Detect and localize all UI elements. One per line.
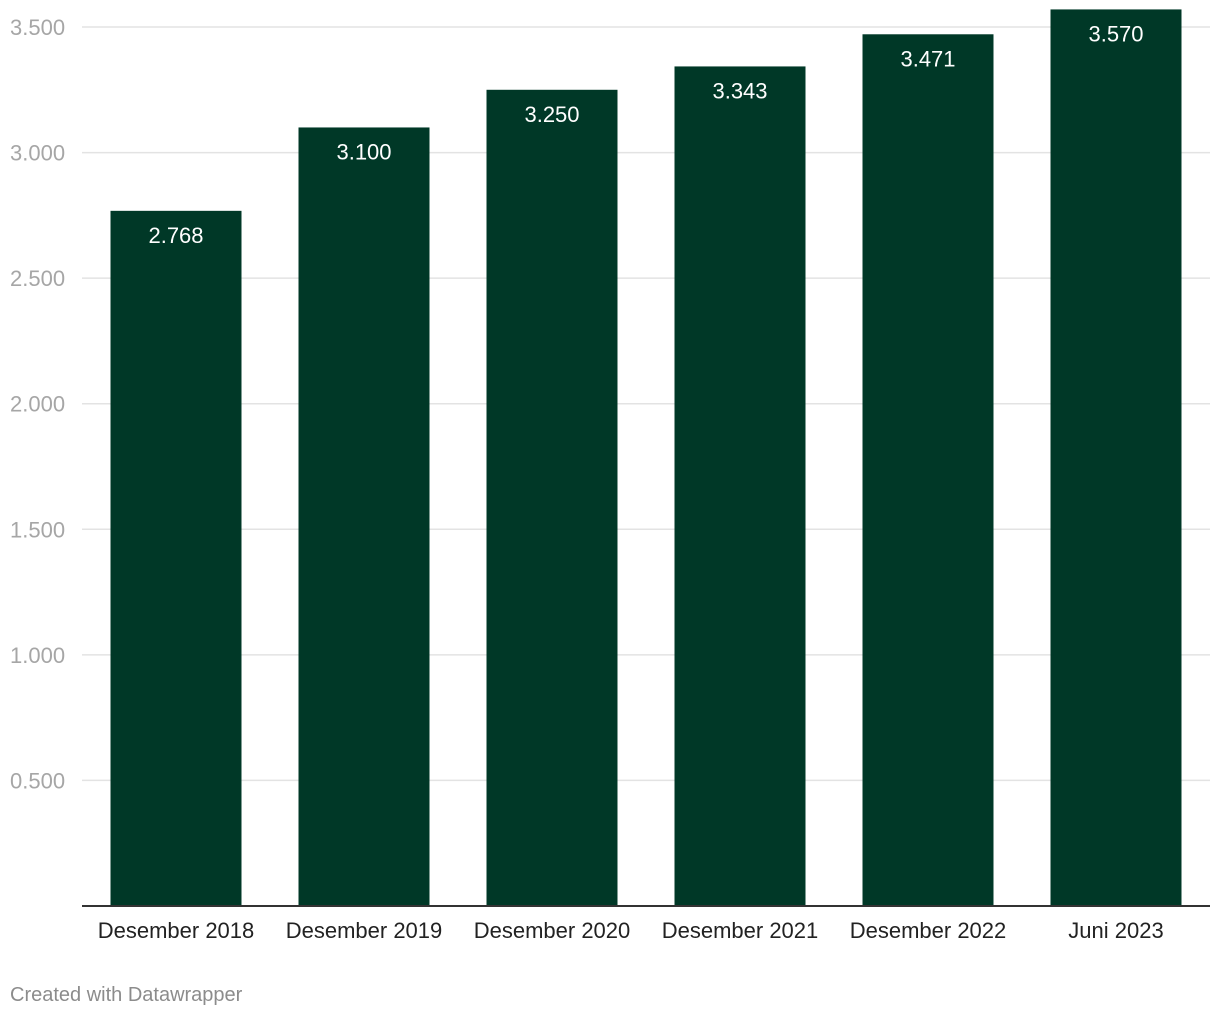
bar <box>298 127 430 906</box>
bar <box>674 66 806 906</box>
bar-value-label: 3.570 <box>1088 21 1143 46</box>
bar <box>862 34 994 906</box>
bar-value-label: 3.471 <box>900 46 955 71</box>
x-tick-label: Desember 2020 <box>474 918 631 943</box>
y-tick-label: 1.500 <box>10 517 65 542</box>
y-tick-label: 1.000 <box>10 643 65 668</box>
y-tick-label: 2.500 <box>10 266 65 291</box>
bar <box>1050 9 1182 907</box>
bars <box>110 9 1182 907</box>
y-tick-label: 0.500 <box>10 768 65 793</box>
x-tick-label: Juni 2023 <box>1068 918 1163 943</box>
bar <box>486 89 618 907</box>
bar-value-label: 3.100 <box>336 139 391 164</box>
footer-credit: Created with Datawrapper <box>10 984 243 1006</box>
bar <box>110 210 242 907</box>
x-axis-ticks: Desember 2018 Desember 2019 Desember 2020 D… <box>98 918 1164 943</box>
x-tick-label: Desember 2018 <box>98 918 255 943</box>
y-tick-label: 3.000 <box>10 141 65 166</box>
bar-value-label: 3.343 <box>712 78 767 103</box>
grid-lines <box>82 26 1210 782</box>
y-tick-label: 2.000 <box>10 392 65 417</box>
data-labels: 2.768 3.100 3.250 3.343 3.471 3.570 <box>148 21 1143 247</box>
y-tick-label: 3.500 <box>10 15 65 40</box>
x-tick-label: Desember 2022 <box>850 918 1007 943</box>
bar-value-label: 2.768 <box>148 223 203 248</box>
x-tick-label: Desember 2021 <box>662 918 819 943</box>
x-tick-label: Desember 2019 <box>286 918 443 943</box>
bar-value-label: 3.250 <box>524 102 579 127</box>
y-axis-ticks: 0.500 1.000 1.500 2.000 2.500 3.000 3.500 <box>10 15 65 793</box>
